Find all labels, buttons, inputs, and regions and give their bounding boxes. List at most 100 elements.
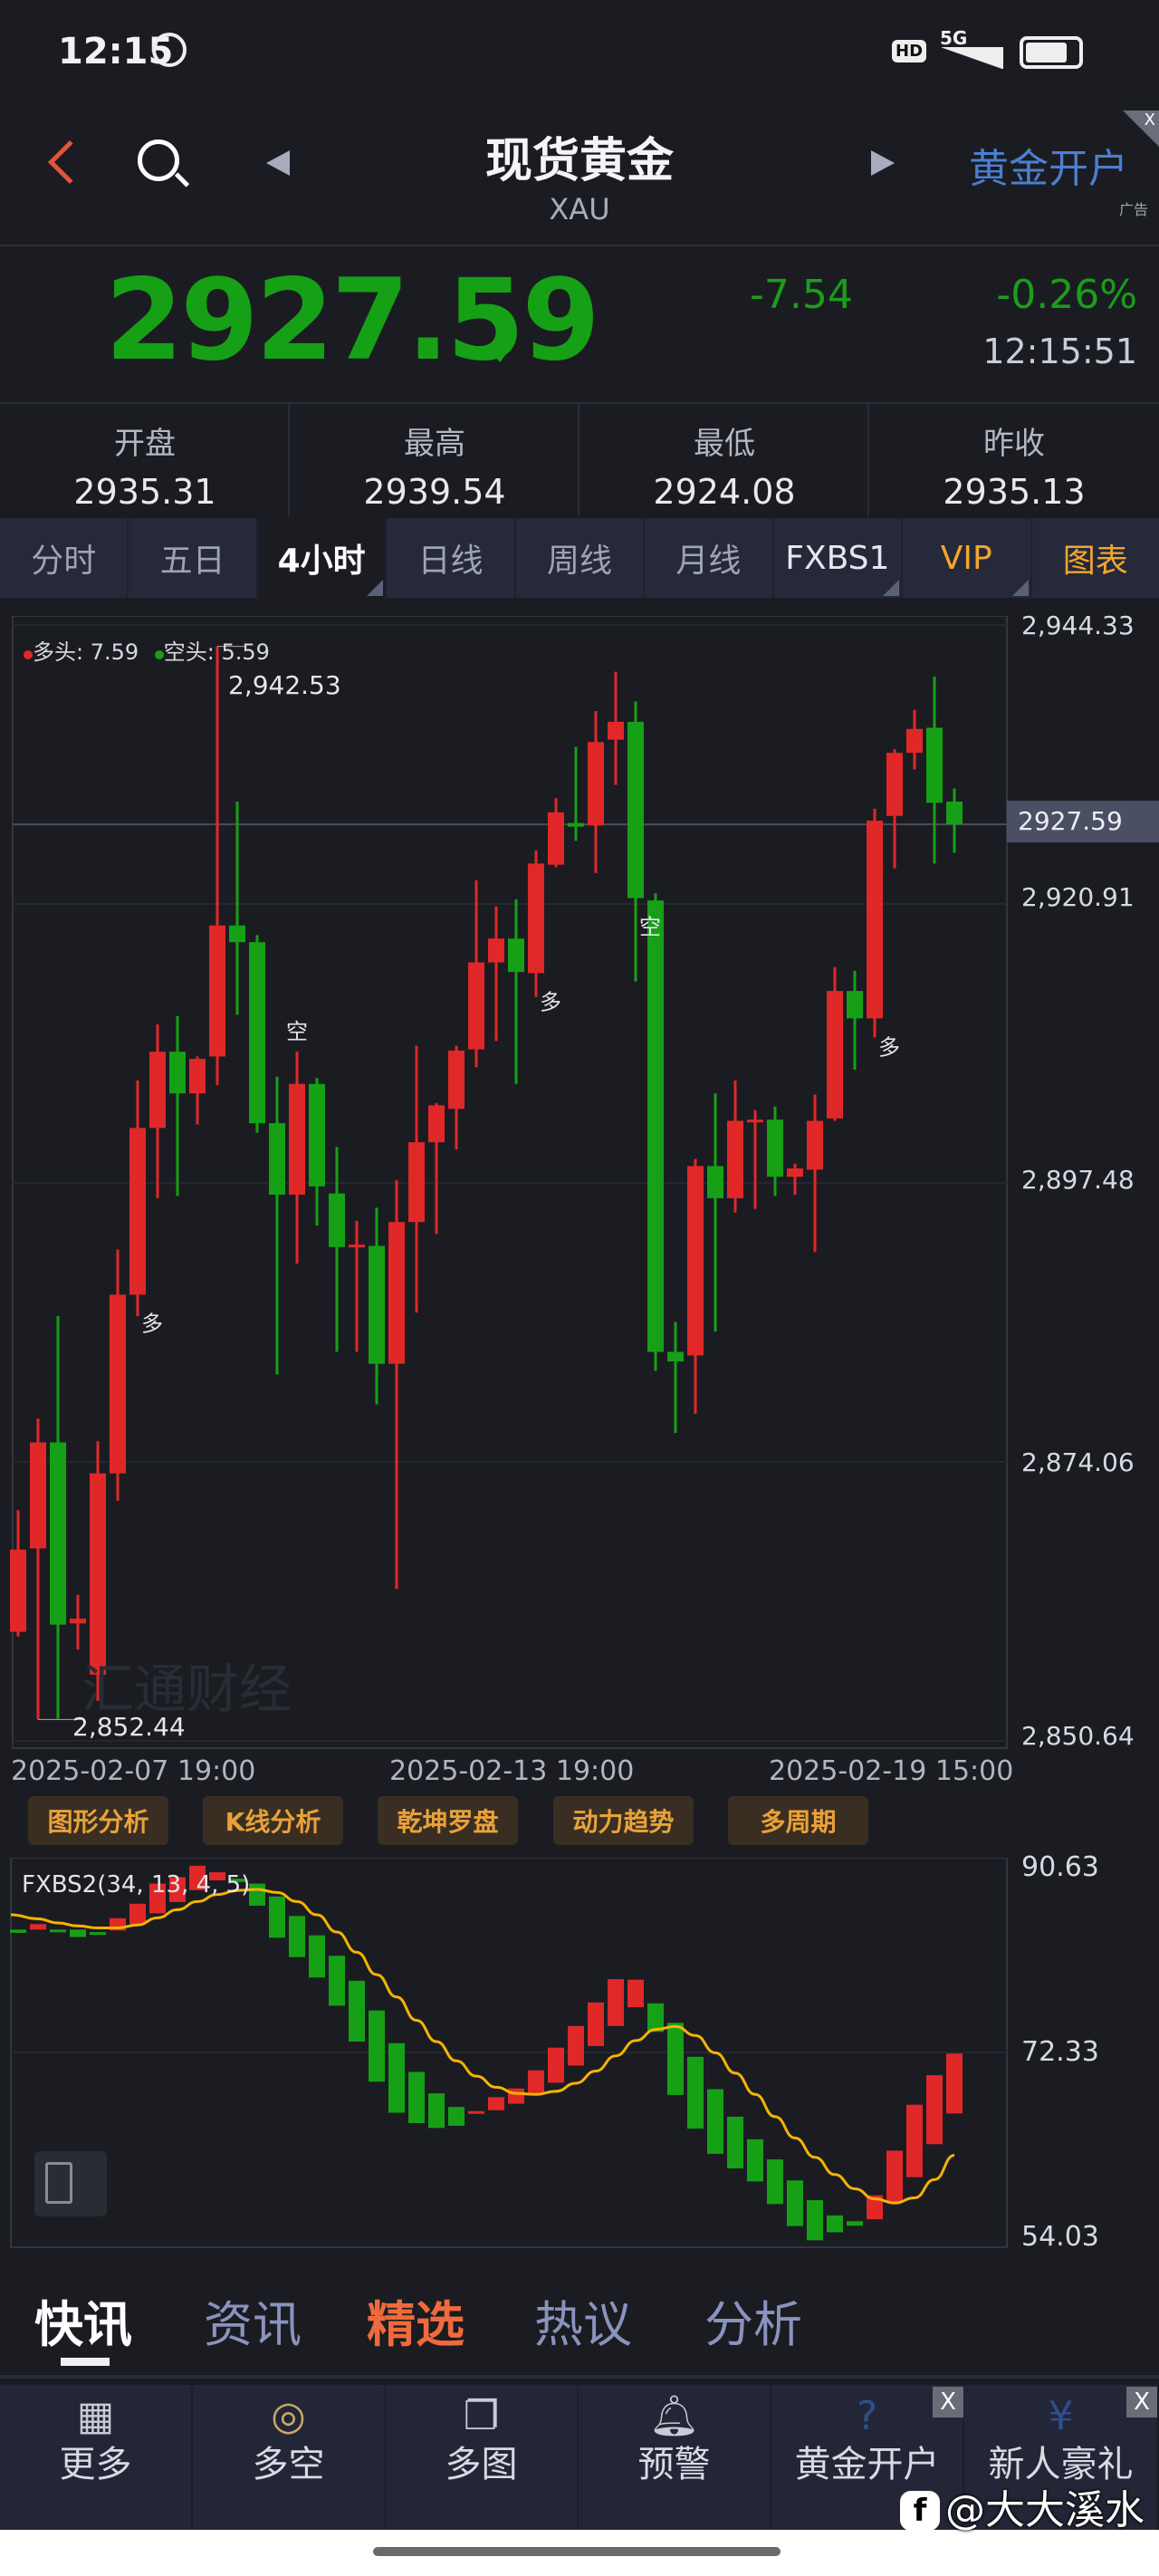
nav-alert[interactable]: 🔔︎ 预警 xyxy=(579,2385,771,2530)
nav-gold-account[interactable]: ? 黄金开户 xyxy=(771,2385,964,2530)
chart-watermark: 汇通财经 xyxy=(81,1658,292,1720)
news-tab-analysis[interactable]: 分析 xyxy=(704,2296,802,2353)
candle-body xyxy=(847,991,863,1019)
tab-intraday[interactable]: 分时 xyxy=(0,518,129,598)
news-tab-discussion[interactable]: 热议 xyxy=(534,2296,632,2353)
indicator-bar xyxy=(249,1883,265,1906)
legend-long: 多头: 7.59 xyxy=(33,639,139,665)
candle-body xyxy=(627,721,644,899)
home-indicator[interactable] xyxy=(373,2547,781,2556)
close-gift-button[interactable]: X xyxy=(1126,2387,1157,2417)
ad-gold-account-link[interactable]: 黄金开户 xyxy=(969,146,1128,192)
candle-body xyxy=(249,942,265,1124)
ad-close-label: X xyxy=(1144,111,1155,130)
stat-value: 2935.13 xyxy=(943,472,1086,512)
dropdown-corner-icon xyxy=(883,580,900,596)
signal-icon xyxy=(942,47,1003,69)
candle-body xyxy=(149,1052,166,1129)
candle-body xyxy=(309,1083,325,1187)
watermark-text: @大大溪水 xyxy=(945,2487,1145,2533)
candle-body xyxy=(189,1059,206,1094)
candle-body xyxy=(767,1120,783,1177)
candle-body xyxy=(209,925,225,1057)
tab-4-hour[interactable]: 4小时 xyxy=(257,518,388,598)
candle-body xyxy=(727,1120,743,1198)
multi-period-button[interactable]: 多周期 xyxy=(728,1796,868,1845)
momentum-trend-button[interactable]: 动力趋势 xyxy=(553,1796,694,1845)
y-tick-label: 2,850.64 xyxy=(1021,1721,1135,1751)
indicator-bar xyxy=(149,1883,166,1914)
tab-monthly[interactable]: 月线 xyxy=(645,518,774,598)
kline-analysis-button[interactable]: K线分析 xyxy=(203,1796,343,1845)
rotate-screen-button[interactable] xyxy=(34,2151,107,2216)
tab-vip[interactable]: VIP xyxy=(903,518,1032,598)
indicator-bar xyxy=(448,2107,465,2126)
short-dot-icon xyxy=(154,650,164,659)
prev-symbol-button[interactable] xyxy=(266,150,290,176)
candle-body xyxy=(747,1120,763,1123)
nav-new-user-gift[interactable]: ¥ 新人豪礼 xyxy=(964,2385,1157,2530)
news-tab-featured[interactable]: 精选 xyxy=(367,2296,465,2353)
indicator-bar xyxy=(269,1896,285,1938)
candle-body xyxy=(269,1123,285,1195)
indicator-bar xyxy=(847,2221,863,2226)
candle-body xyxy=(707,1166,723,1198)
hd-icon: HD xyxy=(892,40,927,62)
indicator-bar xyxy=(946,2053,963,2114)
indicator-bar xyxy=(408,2071,425,2123)
down-arrow-head-icon xyxy=(487,346,512,362)
candle-body xyxy=(329,1193,345,1247)
tab-five-day[interactable]: 五日 xyxy=(129,518,258,598)
ad-close-button[interactable]: X xyxy=(1123,111,1159,147)
page-title: 现货黄金 xyxy=(484,134,674,188)
ad-tag: 广告 xyxy=(1119,201,1149,218)
indicator-bar xyxy=(906,2104,923,2177)
x-tick-label: 2025-02-07 19:00 xyxy=(11,1755,256,1787)
y-tick-label: 90.63 xyxy=(1021,1851,1099,1883)
candle-body xyxy=(468,962,484,1050)
y-tick-label: 2,920.91 xyxy=(1021,882,1135,912)
tab-label: 4小时 xyxy=(277,543,366,580)
candle-body xyxy=(289,1083,305,1195)
candle-body xyxy=(10,1549,26,1632)
down-arrow-icon xyxy=(496,319,503,351)
candle-body xyxy=(90,1473,106,1675)
pattern-analysis-button[interactable]: 图形分析 xyxy=(28,1796,168,1845)
current-price: 2927.59 xyxy=(105,255,600,386)
search-button[interactable] xyxy=(138,139,179,181)
legend-short: 空头: 5.59 xyxy=(163,639,270,665)
y-tick-label: 72.33 xyxy=(1021,2036,1099,2068)
candle-body xyxy=(528,863,544,974)
news-tab-flash[interactable]: 快讯 xyxy=(34,2296,132,2353)
indicator-bar xyxy=(787,2180,803,2226)
symbol-code: XAU xyxy=(549,192,610,226)
nav-multi-chart[interactable]: ❐ 多图 xyxy=(386,2385,579,2530)
news-tab-info[interactable]: 资讯 xyxy=(204,2296,302,2353)
close-gold-account-button[interactable]: X xyxy=(933,2387,963,2417)
multi-chart-icon: ❐ xyxy=(463,2392,500,2439)
candle-body xyxy=(110,1294,126,1474)
nav-more[interactable]: ▦ 更多 xyxy=(0,2385,193,2530)
candle-body xyxy=(70,1619,86,1624)
tab-daily[interactable]: 日线 xyxy=(387,518,516,598)
compass-button[interactable]: 乾坤罗盘 xyxy=(378,1796,518,1845)
nav-label: 更多 xyxy=(59,2444,132,2485)
stat-value: 2935.31 xyxy=(73,472,216,512)
chart-frame xyxy=(12,616,1008,1749)
alarm-icon xyxy=(152,33,187,67)
news-divider xyxy=(0,2375,1159,2379)
indicator-bar xyxy=(209,1872,225,1881)
tab-chart[interactable]: 图表 xyxy=(1062,543,1128,580)
tab-weekly[interactable]: 周线 xyxy=(516,518,646,598)
period-tabs: 分时 五日 4小时 日线 周线 月线 FXBS1 VIP 图表 xyxy=(0,518,1159,598)
tab-fxbs1[interactable]: FXBS1 xyxy=(774,518,904,598)
candle-body xyxy=(807,1120,823,1170)
candle-body xyxy=(608,721,624,740)
indicator-chart[interactable] xyxy=(0,1858,1159,2249)
candle-body xyxy=(827,991,843,1119)
nav-long-short[interactable]: ◎ 多空 xyxy=(193,2385,386,2530)
indicator-bar xyxy=(827,2215,843,2233)
stat-open: 开盘 2935.31 xyxy=(0,404,290,512)
next-symbol-button[interactable] xyxy=(871,150,895,176)
